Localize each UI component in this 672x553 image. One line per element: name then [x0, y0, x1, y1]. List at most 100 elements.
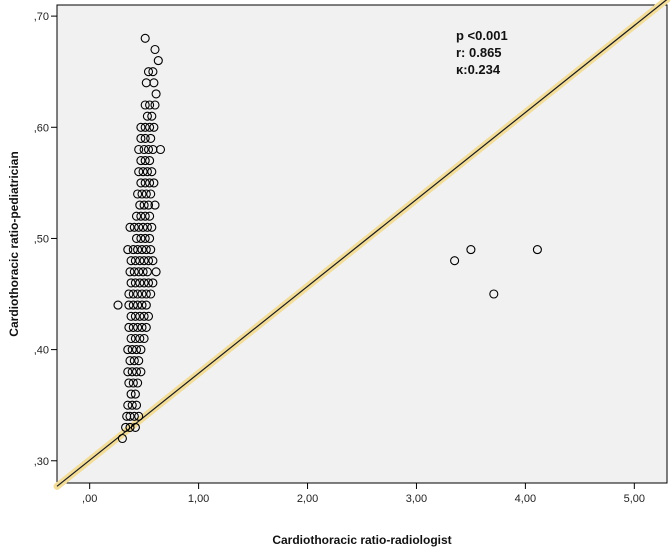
- scatter-point: [127, 345, 137, 355]
- scatter-point: [136, 345, 146, 355]
- scatter-point: [136, 178, 146, 188]
- y-tick-label: ,30: [34, 456, 49, 468]
- scatter-point: [133, 189, 143, 199]
- y-tick-label: ,60: [34, 122, 49, 134]
- x-tick-label: 4,00: [515, 493, 536, 505]
- scatter-point: [145, 156, 155, 166]
- scatter-point: [135, 278, 145, 288]
- scatter-point: [137, 245, 147, 255]
- scatter-point: [131, 233, 142, 243]
- scatter-point: [126, 278, 136, 288]
- y-axis-title: Cardiothoracic ratio-pediatrician: [7, 151, 21, 336]
- scatter-point: [130, 333, 140, 344]
- scatter-point: [138, 267, 148, 277]
- scatter-point: [140, 33, 150, 43]
- scatter-point: [466, 245, 476, 255]
- scatter-point: [131, 400, 142, 410]
- scatter-point: [125, 222, 135, 232]
- scatter-point: [133, 300, 143, 310]
- scatter-point: [147, 222, 157, 232]
- scatter-point: [145, 122, 155, 132]
- x-tick-label: 3,00: [406, 493, 427, 505]
- scatter-point: [133, 322, 143, 332]
- scatter-point: [123, 367, 133, 377]
- scatter-point: [145, 178, 155, 188]
- scatter-point: [143, 256, 154, 266]
- scatter-point: [143, 200, 154, 210]
- scatter-point: [151, 89, 161, 99]
- scatter-point: [129, 356, 139, 366]
- scatter-point: [146, 289, 156, 299]
- scatter-point: [135, 200, 145, 210]
- scatter-point: [150, 200, 160, 210]
- scatter-point: [124, 378, 134, 388]
- scatter-point: [125, 422, 135, 432]
- scatter-point: [131, 367, 142, 377]
- scatter-point: [128, 300, 138, 310]
- scatter-point: [137, 189, 147, 199]
- scatter-point: [128, 289, 138, 299]
- scatter-point: [150, 44, 160, 55]
- scatter-point: [143, 144, 154, 155]
- y-tick-label: ,50: [34, 233, 49, 245]
- scatter-point: [143, 278, 154, 288]
- scatter-point: [128, 378, 138, 388]
- scatter-point: [148, 256, 158, 266]
- scatter-point: [141, 300, 151, 310]
- scatter-point: [134, 267, 144, 277]
- scatter-point: [140, 156, 150, 166]
- scatter-point: [117, 433, 127, 444]
- scatter-point: [148, 278, 158, 288]
- scatter-point: [128, 245, 138, 255]
- scatter-point: [123, 400, 133, 410]
- scatter-point: [136, 156, 146, 166]
- scatter-point: [133, 289, 143, 299]
- scatter-point: [450, 256, 460, 266]
- scatter-point: [135, 256, 145, 266]
- scatter-point: [141, 289, 151, 299]
- x-tick-label: ,00: [82, 493, 97, 505]
- scatter-point: [147, 167, 157, 177]
- scatter-point: [133, 245, 143, 255]
- scatter-point: [137, 322, 147, 332]
- reference-line-group: [53, 0, 671, 490]
- scatter-point: [135, 333, 145, 344]
- scatter-point: [139, 144, 149, 155]
- scatter-point: [136, 211, 146, 221]
- scatter-point: [142, 111, 152, 121]
- scatter-point: [134, 356, 144, 366]
- x-tick-label: 5,00: [624, 493, 645, 505]
- scatter-point: [143, 67, 154, 77]
- scatter-point: [129, 222, 139, 232]
- scatter-point: [141, 189, 151, 199]
- scatter-point: [149, 178, 159, 188]
- scatter-point: [147, 111, 157, 121]
- y-tick-label: ,70: [34, 11, 49, 23]
- scatter-point: [151, 267, 161, 277]
- scatter-point: [130, 256, 140, 266]
- scatter-point: [125, 267, 135, 277]
- data-points: [113, 33, 542, 444]
- scatter-point: [134, 144, 144, 155]
- scatter-point: [142, 267, 152, 277]
- scatter-point: [126, 256, 136, 266]
- scatter-point: [130, 422, 140, 432]
- scatter-point: [139, 333, 149, 344]
- scatter-point: [137, 289, 147, 299]
- scatter-point: [138, 222, 148, 232]
- scatter-point: [140, 133, 150, 143]
- scatter-point: [146, 189, 156, 199]
- scatter-point: [145, 211, 155, 221]
- scatter-point: [141, 322, 151, 332]
- scatter-point: [150, 100, 160, 110]
- scatter-point: [122, 411, 132, 421]
- scatter-point: [139, 200, 149, 210]
- scatter-point: [127, 400, 137, 410]
- scatter-point: [140, 211, 150, 221]
- scatter-point: [145, 233, 155, 243]
- scatter-point: [140, 233, 150, 243]
- scatter-point: [134, 222, 144, 232]
- scatter-point: [140, 100, 150, 110]
- scatter-point: [139, 256, 149, 266]
